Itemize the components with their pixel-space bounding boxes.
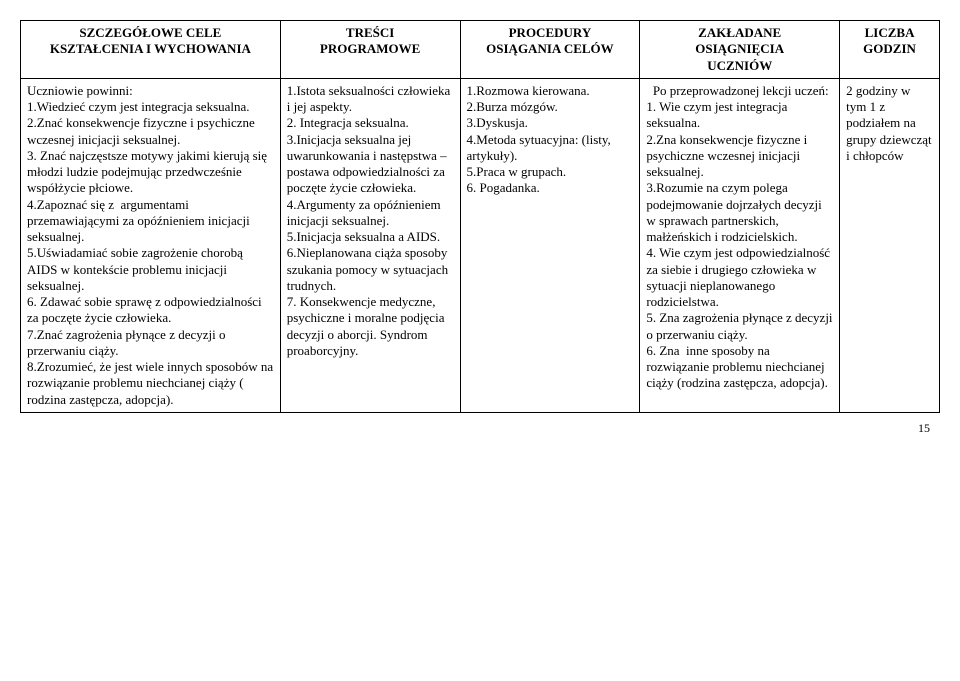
- table-header-row: SZCZEGÓŁOWE CELE KSZTAŁCENIA I WYCHOWANI…: [21, 21, 940, 79]
- header-tresci: TREŚCI PROGRAMOWE: [280, 21, 460, 79]
- cell-procedury: 1.Rozmowa kierowana. 2.Burza mózgów. 3.D…: [460, 78, 640, 412]
- header-procedury: PROCEDURY OSIĄGANIA CELÓW: [460, 21, 640, 79]
- page-number: 15: [20, 421, 940, 436]
- cell-osiagniecia: Po przeprowadzonej lekcji uczeń: 1. Wie …: [640, 78, 840, 412]
- cell-godziny: 2 godziny w tym 1 z podziałem na grupy d…: [840, 78, 940, 412]
- header-osiagniecia: ZAKŁADANE OSIĄGNIĘCIA UCZNIÓW: [640, 21, 840, 79]
- curriculum-table: SZCZEGÓŁOWE CELE KSZTAŁCENIA I WYCHOWANI…: [20, 20, 940, 413]
- header-cele: SZCZEGÓŁOWE CELE KSZTAŁCENIA I WYCHOWANI…: [21, 21, 281, 79]
- cell-tresci: 1.Istota seksualności człowieka i jej as…: [280, 78, 460, 412]
- table-row: Uczniowie powinni: 1.Wiedzieć czym jest …: [21, 78, 940, 412]
- header-godziny: LICZBA GODZIN: [840, 21, 940, 79]
- cell-cele: Uczniowie powinni: 1.Wiedzieć czym jest …: [21, 78, 281, 412]
